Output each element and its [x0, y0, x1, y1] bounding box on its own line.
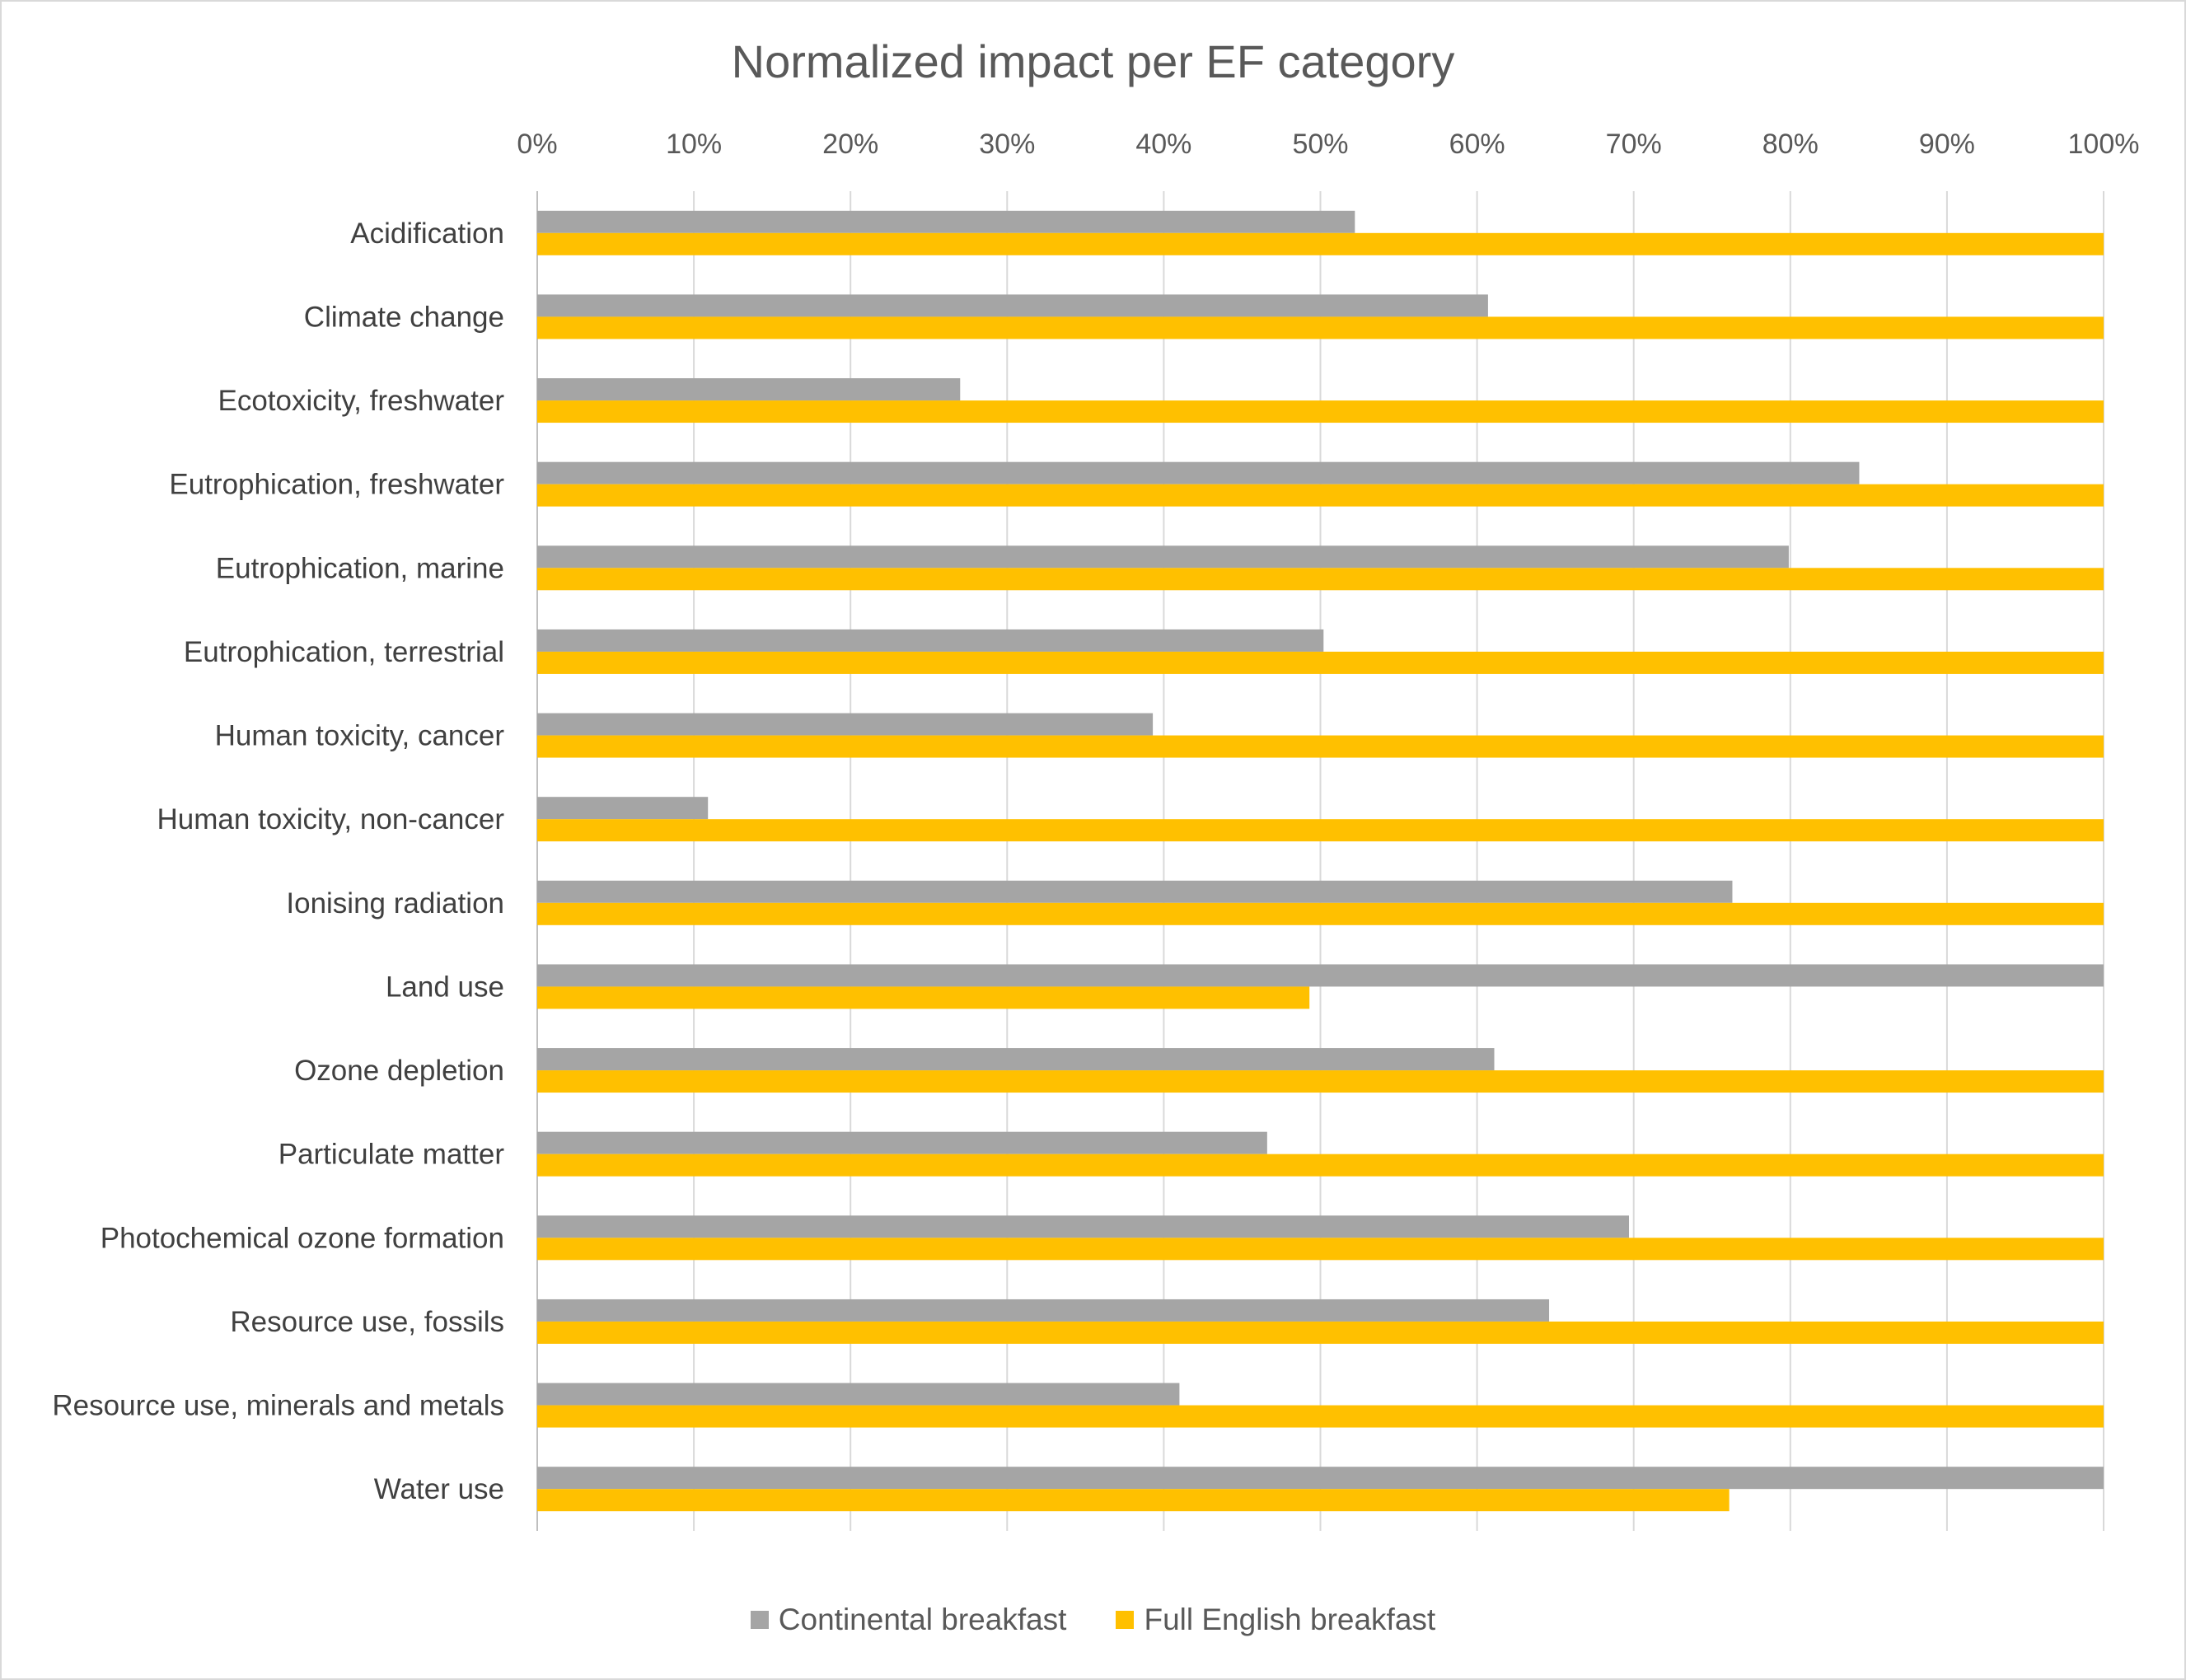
legend-label-continental: Continental breakfast — [778, 1603, 1067, 1636]
x-tick-label: 40% — [1135, 129, 1191, 160]
category-label: Acidification — [350, 218, 504, 250]
bar-continental — [537, 545, 1789, 569]
bar-full-english — [537, 735, 2104, 758]
bar-full-english — [537, 1405, 2104, 1428]
category-label: Ecotoxicity, freshwater — [218, 385, 504, 417]
bar-continental — [537, 1131, 1267, 1154]
bar-full-english — [537, 986, 1310, 1009]
category-label: Eutrophication, terrestrial — [184, 636, 504, 668]
bar-continental — [537, 713, 1154, 736]
bar-continental — [537, 1467, 2104, 1490]
x-tick-label: 80% — [1762, 129, 1819, 160]
bar-full-english — [537, 484, 2104, 507]
category-label: Eutrophication, freshwater — [169, 469, 504, 501]
bar-continental — [537, 294, 1488, 317]
x-tick-label: 60% — [1449, 129, 1505, 160]
category-label: Land use — [386, 971, 504, 1003]
bar-continental — [537, 210, 1355, 233]
x-axis-ticks: 0% 10% 20% 30% 40% 50% 60% 70% 80% 90% 100% — [517, 129, 2139, 160]
bar-continental — [537, 964, 2104, 987]
bar-continental — [537, 1215, 1629, 1238]
bar-continental — [537, 1048, 1495, 1071]
bar-continental — [537, 797, 709, 820]
legend-item-full-english[interactable]: Full English breakfast — [1116, 1603, 1435, 1637]
bar-full-english — [537, 1238, 2104, 1261]
legend-swatch-full-english — [1116, 1611, 1135, 1629]
bar-full-english — [537, 1154, 2104, 1177]
x-tick-label: 30% — [979, 129, 1035, 160]
x-tick-label: 20% — [822, 129, 878, 160]
category-label: Eutrophication, marine — [216, 552, 504, 584]
category-label: Climate change — [304, 301, 504, 333]
category-label: Ionising radiation — [286, 887, 504, 920]
bar-continental — [537, 1383, 1180, 1406]
bar-full-english — [537, 1321, 2104, 1344]
bar-full-english — [537, 1489, 1730, 1512]
legend-label-full-english: Full English breakfast — [1144, 1603, 1436, 1636]
x-tick-label: 10% — [666, 129, 722, 160]
bar-continental — [537, 629, 1324, 652]
bar-full-english — [537, 819, 2104, 842]
bar-full-english — [537, 568, 2104, 591]
bar-full-english — [537, 400, 2104, 424]
bar-continental — [537, 378, 961, 401]
bar-continental — [537, 461, 1860, 484]
legend: Continental breakfast Full English break… — [0, 1603, 2186, 1637]
chart-title: Normalized impact per EF category — [731, 35, 1455, 87]
category-label: Photochemical ozone formation — [101, 1222, 504, 1254]
x-tick-label: 70% — [1606, 129, 1662, 160]
category-label: Human toxicity, non-cancer — [157, 803, 505, 835]
bar-full-english — [537, 902, 2104, 925]
category-labels: Acidification Climate change Ecotoxicity, … — [52, 218, 504, 1505]
category-label: Ozone depletion — [294, 1055, 504, 1087]
category-label: Particulate matter — [279, 1139, 505, 1171]
bars — [537, 210, 2104, 1512]
legend-item-continental[interactable]: Continental breakfast — [750, 1603, 1067, 1637]
category-label: Human toxicity, cancer — [215, 720, 505, 752]
x-tick-label: 0% — [517, 129, 557, 160]
bar-full-english — [537, 651, 2104, 674]
legend-swatch-continental — [750, 1611, 769, 1629]
bar-full-english — [537, 1070, 2104, 1093]
bar-full-english — [537, 316, 2104, 339]
bar-continental — [537, 1299, 1550, 1322]
bar-full-english — [537, 232, 2104, 255]
x-tick-label: 90% — [1919, 129, 1975, 160]
x-tick-label: 50% — [1292, 129, 1348, 160]
category-label: Water use — [374, 1473, 504, 1505]
bar-continental — [537, 880, 1733, 903]
category-label: Resource use, fossils — [230, 1306, 504, 1338]
category-label: Resource use, minerals and metals — [52, 1390, 504, 1422]
x-tick-label: 100% — [2068, 129, 2140, 160]
